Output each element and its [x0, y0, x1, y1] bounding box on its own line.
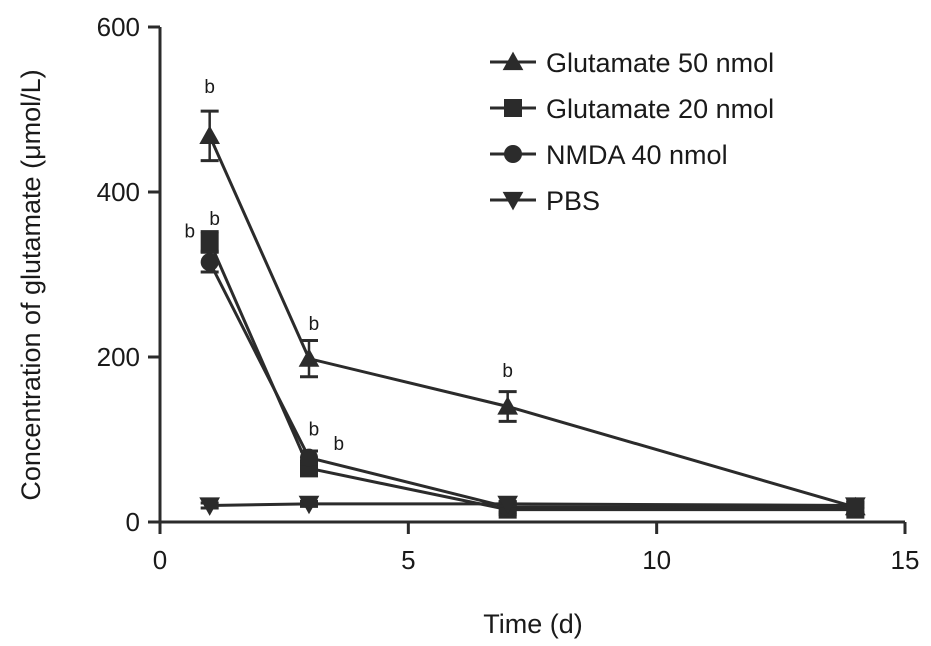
y-tick-label: 0	[126, 507, 140, 537]
legend-label: PBS	[546, 186, 600, 216]
legend-item: Glutamate 20 nmol	[490, 94, 774, 124]
significance-label: b	[502, 361, 513, 382]
series-line	[208, 135, 856, 509]
series-glutamate-50-nmol	[199, 109, 866, 516]
x-tick-label: 15	[891, 545, 920, 575]
data-point	[298, 495, 320, 515]
x-axis-title: Time (d)	[483, 609, 583, 639]
axes: 0 200 400 600 0 5 10 15	[97, 12, 920, 575]
x-tick-label: 5	[401, 545, 415, 575]
data-point	[199, 125, 221, 144]
legend-marker	[504, 99, 522, 117]
legend: Glutamate 50 nmol Glutamate 20 nmol NMDA 4…	[490, 48, 774, 216]
legend-marker	[502, 191, 524, 211]
data-point	[298, 348, 320, 367]
legend-label: Glutamate 50 nmol	[546, 48, 774, 78]
legend-marker	[504, 145, 522, 163]
significance-label: b	[185, 221, 196, 242]
significance-label: b	[204, 77, 215, 98]
y-axis-title: Concentration of glutamate (μmol/L)	[16, 69, 46, 500]
data-point	[300, 448, 318, 467]
series-line	[208, 261, 856, 509]
legend-label: NMDA 40 nmol	[546, 140, 728, 170]
data-point	[199, 497, 221, 516]
legend-item: PBS	[490, 186, 600, 216]
data-point	[497, 396, 519, 415]
x-tick-label: 0	[153, 545, 167, 575]
data-point	[200, 253, 219, 272]
series-glutamate-20-nmol	[200, 230, 865, 519]
series-line	[209, 502, 856, 507]
legend-label: Glutamate 20 nmol	[546, 94, 774, 124]
legend-item: Glutamate 50 nmol	[490, 48, 774, 78]
series-line	[208, 240, 856, 512]
data-point	[200, 232, 219, 251]
y-tick-label: 200	[97, 342, 140, 372]
significance-label: b	[209, 209, 220, 230]
data-point	[497, 495, 519, 515]
significance-label: b	[334, 434, 345, 455]
legend-marker	[502, 51, 524, 71]
data-point	[844, 497, 866, 516]
significance-label: b	[309, 314, 320, 335]
y-tick-label: 600	[97, 12, 140, 42]
series-pbs	[199, 495, 866, 516]
significance-label: b	[309, 419, 320, 440]
legend-item: NMDA 40 nmol	[490, 140, 728, 170]
y-tick-label: 400	[97, 177, 140, 207]
x-tick-label: 10	[642, 545, 671, 575]
